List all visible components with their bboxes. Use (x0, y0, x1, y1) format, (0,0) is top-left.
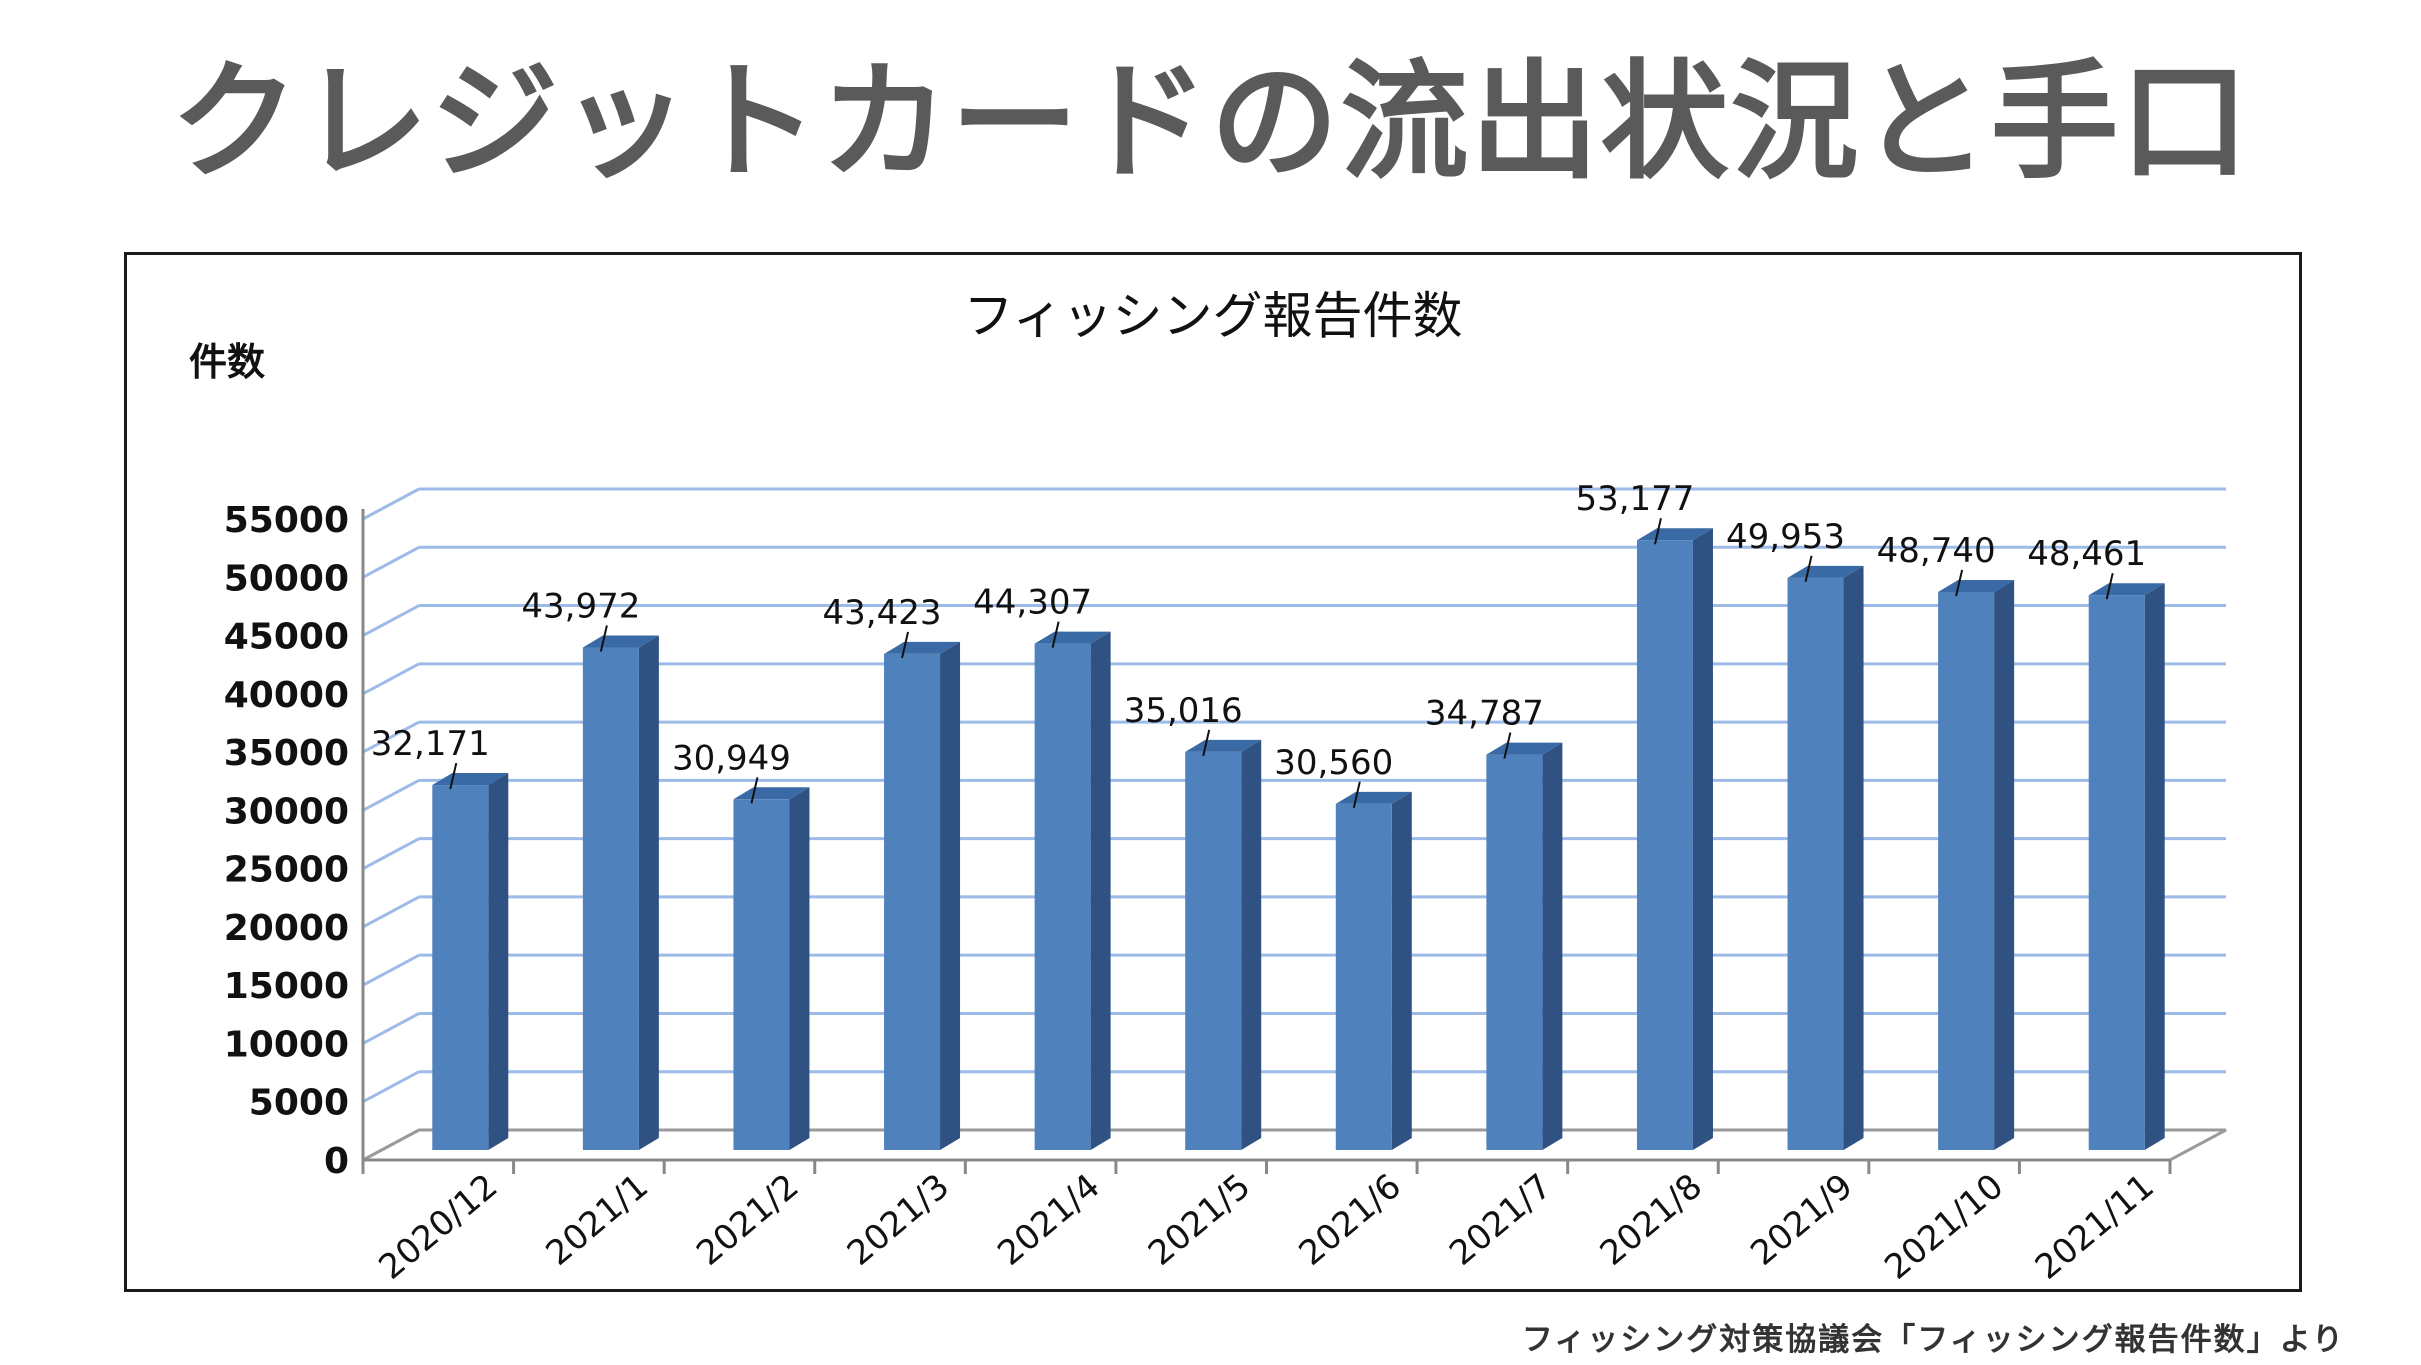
data-label: 44,307 (973, 583, 1092, 623)
grid-layer (362, 487, 2226, 1162)
y-tick-label: 40000 (224, 675, 349, 716)
source-note: フィッシング対策協議会「フィッシング報告件数」より (1521, 1322, 2345, 1358)
side-grid-line (362, 604, 420, 637)
x-tick-label: 2021/11 (2028, 1166, 2162, 1287)
chart-title: フィッシング報告件数 (964, 287, 1463, 345)
bar-side (1843, 565, 1864, 1150)
x-tick-label: 2021/6 (1292, 1166, 1409, 1274)
bar-side (1994, 579, 2015, 1150)
y-tick-label: 15000 (224, 966, 349, 1007)
data-label-leader (1051, 621, 1060, 648)
bar (582, 647, 639, 1150)
data-label: 48,740 (1877, 531, 1996, 571)
bar-side (2144, 583, 2165, 1150)
bar-side (1241, 739, 1262, 1150)
data-label-leader (1202, 729, 1211, 757)
side-grid-line (362, 487, 420, 521)
y-axis-label: 件数 (189, 340, 265, 384)
bar (1938, 591, 1995, 1150)
bar-side (1090, 631, 1111, 1150)
side-grid-line (362, 895, 420, 929)
x-tick-label: 2020/12 (371, 1166, 505, 1287)
y-tick-label: 20000 (224, 908, 349, 949)
x-tick-label: 2021/5 (1141, 1166, 1258, 1274)
side-grid-line (362, 720, 420, 754)
data-label: 53,177 (1575, 479, 1694, 519)
bar (1636, 540, 1693, 1150)
bar (884, 653, 941, 1150)
side-grid-line (362, 662, 420, 696)
data-label: 30,560 (1274, 743, 1393, 783)
bar (733, 799, 790, 1150)
bar (432, 785, 489, 1150)
x-tick-label: 2021/9 (1743, 1166, 1860, 1274)
axis-layer: 0 5000 10000 15000 20000 25000 30000 35000 40000… (224, 500, 2227, 1182)
phishing-report-chart: 0 5000 10000 15000 20000 25000 30000 35000 40000… (189, 287, 2227, 1288)
chart-frame: 0 5000 10000 15000 20000 25000 30000 35000 40000… (124, 252, 2302, 1292)
bar-side (638, 635, 659, 1150)
data-label-leader (1955, 569, 1964, 597)
data-label-leader (1503, 732, 1512, 759)
y-tick-label: 50000 (224, 558, 349, 599)
side-grid-line (362, 1070, 420, 1104)
x-tick-label: 2021/4 (990, 1166, 1107, 1274)
y-tick-label: 5000 (249, 1083, 349, 1124)
x-tick-label: 2021/8 (1593, 1166, 1710, 1274)
data-label: 43,972 (521, 587, 640, 627)
slide-title: クレジットカードの流出状況と手口 (170, 48, 2251, 197)
data-label-leader (1804, 555, 1813, 583)
data-label: 35,016 (1124, 691, 1243, 731)
x-tick-label: 2021/10 (1877, 1166, 2011, 1287)
bar-side (1542, 742, 1563, 1150)
data-label-leader (449, 762, 458, 790)
data-label-leader (901, 631, 910, 659)
data-label-leader (750, 777, 759, 804)
side-grid-line (362, 953, 420, 987)
data-label: 48,461 (2027, 534, 2146, 574)
x-tick-label: 2021/1 (539, 1166, 656, 1274)
bar (1335, 803, 1392, 1150)
data-label-leader (2105, 572, 2114, 600)
data-label: 49,953 (1726, 517, 1845, 557)
side-grid-line (362, 545, 420, 579)
y-tick-label: 10000 (224, 1024, 349, 1065)
bar-side (1692, 528, 1713, 1150)
bar (1787, 577, 1844, 1150)
side-grid-line (362, 779, 420, 812)
bar (1034, 643, 1091, 1150)
y-tick-label: 30000 (224, 791, 349, 832)
bar-layer (432, 528, 2165, 1150)
side-grid-line (362, 837, 420, 870)
data-label: 34,787 (1425, 694, 1544, 734)
y-tick-label: 35000 (224, 733, 349, 774)
bar-side (488, 773, 509, 1150)
data-label-leader (599, 625, 608, 652)
data-label-leader (1653, 518, 1662, 545)
x-tick-label: 2021/7 (1442, 1166, 1559, 1274)
bar (1486, 754, 1543, 1150)
data-label-leader (1352, 781, 1361, 809)
bar-side (940, 641, 961, 1150)
y-tick-label: 45000 (224, 617, 349, 658)
data-label: 43,423 (823, 593, 942, 633)
bar-side (789, 787, 810, 1150)
bar (1185, 751, 1242, 1150)
data-label: 32,171 (371, 724, 490, 764)
y-tick-label: 55000 (224, 500, 349, 541)
bar-side (1391, 791, 1412, 1150)
y-tick-label: 25000 (224, 850, 349, 891)
x-tick-label: 2021/3 (840, 1166, 957, 1274)
bar (2088, 595, 2145, 1150)
x-tick-label: 2021/2 (689, 1166, 806, 1274)
side-grid-line (362, 1012, 420, 1045)
data-label: 30,949 (672, 738, 791, 778)
y-tick-label: 0 (324, 1141, 349, 1182)
